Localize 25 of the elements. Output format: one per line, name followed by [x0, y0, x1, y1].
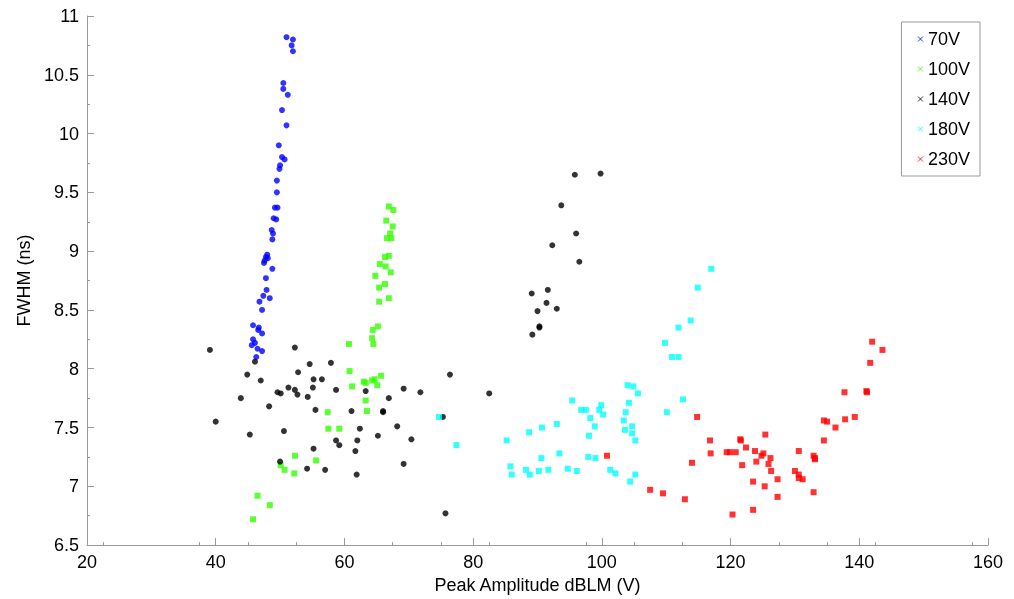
x-tick-label: 100	[586, 552, 617, 573]
x-axis-title: Peak Amplitude dBLM (V)	[434, 575, 641, 595]
legend-label: 180V	[927, 119, 971, 139]
x-tick-label: 80	[463, 552, 484, 573]
y-tick-label: 9	[68, 241, 79, 262]
y-axis-title: FWHM (ns)	[14, 234, 35, 327]
y-tick-label: 7	[68, 476, 79, 497]
y-tick-label: 10	[58, 123, 79, 144]
x-tick-label: 40	[205, 552, 226, 573]
x-tick-label: 120	[715, 552, 746, 573]
y-tick-label: 10.5	[43, 64, 79, 85]
legend-label: 140V	[927, 89, 971, 109]
y-tick-label: 7.5	[53, 417, 79, 438]
y-tick-label: 8	[68, 358, 79, 379]
y-tick-label: 8.5	[53, 299, 79, 320]
legend-label: 70V	[927, 29, 960, 49]
x-tick-label: 60	[334, 552, 355, 573]
y-tick-label: 11	[60, 6, 79, 26]
y-tick-label: 9.5	[53, 182, 79, 203]
legend-label: 230V	[927, 149, 971, 169]
x-tick-label: 160	[972, 552, 1004, 573]
x-tick-label: 20	[76, 552, 98, 573]
legend-label: 100V	[927, 59, 971, 79]
x-tick-label: 140	[844, 552, 875, 573]
y-tick-label: 6.5	[53, 535, 79, 556]
